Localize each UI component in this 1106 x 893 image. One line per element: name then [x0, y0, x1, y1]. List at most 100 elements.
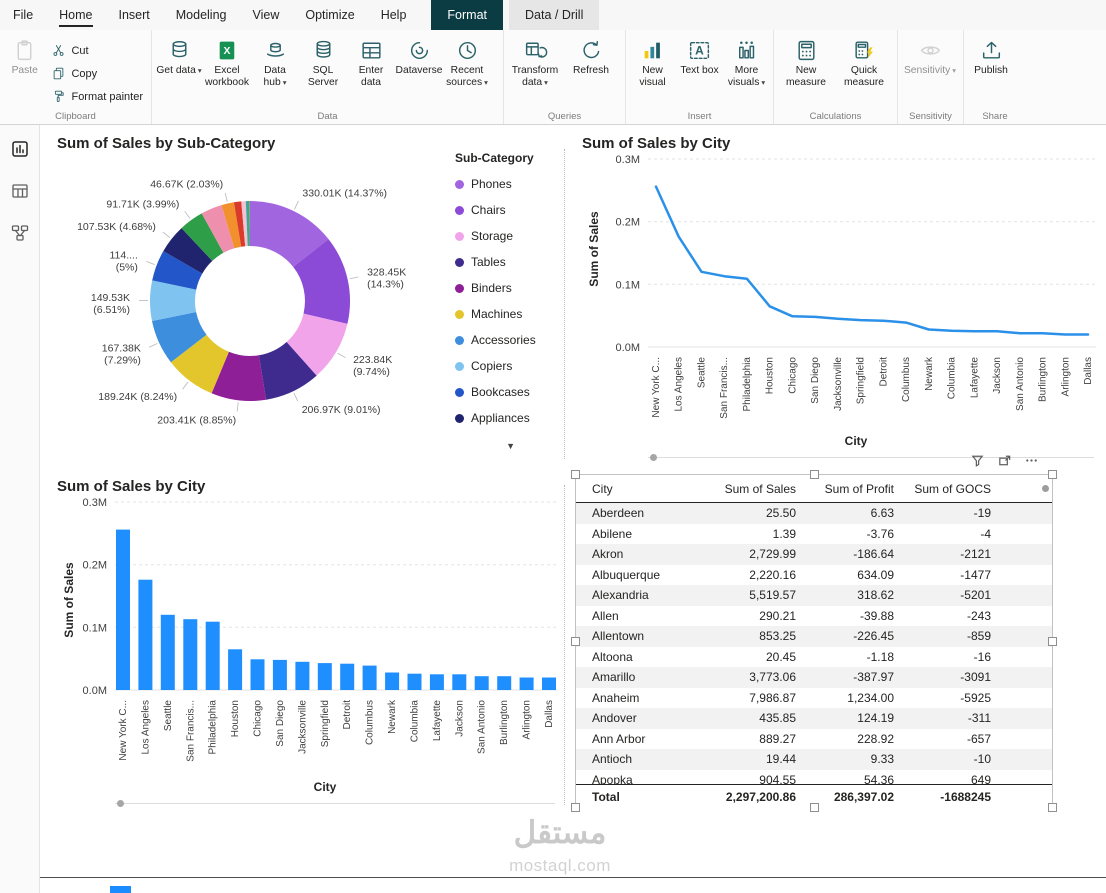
- donut-slice[interactable]: [152, 312, 207, 363]
- bar[interactable]: [429, 674, 444, 690]
- bar[interactable]: [340, 663, 355, 690]
- bar[interactable]: [138, 579, 153, 690]
- menu-modeling[interactable]: Modeling: [175, 8, 227, 22]
- bar[interactable]: [317, 663, 332, 690]
- filter-icon[interactable]: [970, 453, 985, 468]
- legend-scroll-down-icon[interactable]: ▼: [506, 441, 515, 451]
- menu-view[interactable]: View: [252, 8, 280, 22]
- donut-slice[interactable]: [293, 239, 351, 324]
- donut-slice[interactable]: [233, 201, 246, 247]
- menu-home[interactable]: Home: [46, 0, 105, 30]
- excel-workbook-button[interactable]: X Excel workbook: [204, 35, 250, 89]
- bar[interactable]: [250, 659, 265, 690]
- bar-chart-visual[interactable]: Sum of Sales by City Sum of Sales 0.0M 0.…: [45, 470, 565, 810]
- table-vertical-scrollbar[interactable]: [1042, 485, 1049, 492]
- column-header-gocs[interactable]: Sum of GOCS: [914, 481, 991, 496]
- donut-slice[interactable]: [241, 201, 248, 247]
- bar[interactable]: [519, 677, 534, 691]
- publish-button[interactable]: Publish: [968, 35, 1014, 77]
- legend-item[interactable]: Appliances: [455, 405, 559, 431]
- scrollbar-thumb[interactable]: [117, 800, 124, 807]
- resize-handle[interactable]: [1048, 803, 1057, 812]
- menu-insert[interactable]: Insert: [118, 8, 150, 22]
- legend-item[interactable]: Copiers: [455, 353, 559, 379]
- table-row[interactable]: Anaheim 7,986.87 1,234.00 -5925: [576, 688, 1052, 709]
- table-row[interactable]: Albuquerque 2,220.16 634.09 -1477: [576, 565, 1052, 586]
- recent-sources-button[interactable]: Recent sources ▾: [444, 35, 490, 89]
- column-header-profit[interactable]: Sum of Profit: [824, 481, 894, 496]
- resize-handle[interactable]: [571, 803, 580, 812]
- bar[interactable]: [205, 621, 220, 690]
- data-hub-button[interactable]: Data hub ▾: [252, 35, 298, 89]
- transform-data-button[interactable]: Transform data ▾: [508, 35, 562, 89]
- new-measure-button[interactable]: New measure: [778, 35, 834, 89]
- donut-slice[interactable]: [181, 213, 224, 261]
- donut-slice[interactable]: [249, 200, 250, 246]
- table-row[interactable]: Ann Arbor 889.27 228.92 -657: [576, 729, 1052, 750]
- legend-item[interactable]: Phones: [455, 171, 559, 197]
- table-row[interactable]: Abilene 1.39 -3.76 -4: [576, 524, 1052, 545]
- table-visual[interactable]: City Sum of Sales Sum of Profit Sum of G…: [571, 470, 1057, 812]
- resize-handle[interactable]: [571, 470, 580, 479]
- donut-slice[interactable]: [286, 313, 348, 376]
- donut-slice[interactable]: [170, 334, 229, 394]
- format-painter-button[interactable]: Format painter: [47, 85, 147, 108]
- dataverse-button[interactable]: Dataverse: [396, 35, 442, 77]
- more-options-icon[interactable]: [1024, 453, 1039, 468]
- more-visuals-button[interactable]: More visuals ▾: [724, 35, 769, 89]
- refresh-button[interactable]: Refresh: [564, 35, 618, 77]
- bar[interactable]: [474, 676, 489, 690]
- table-row[interactable]: Antioch 19.44 9.33 -10: [576, 749, 1052, 770]
- table-row[interactable]: Alexandria 5,519.57 318.62 -5201: [576, 585, 1052, 606]
- tab-data-drill[interactable]: Data / Drill: [509, 0, 600, 30]
- column-header-city[interactable]: City: [592, 481, 613, 496]
- resize-handle[interactable]: [1048, 470, 1057, 479]
- table-header-row[interactable]: City Sum of Sales Sum of Profit Sum of G…: [576, 475, 1052, 503]
- text-box-button[interactable]: A Text box: [677, 35, 722, 77]
- page-indicator[interactable]: [110, 886, 131, 893]
- line-chart-visual[interactable]: Sum of Sales by City Sum of Sales 0.0M 0.…: [570, 127, 1102, 472]
- resize-handle[interactable]: [1048, 637, 1057, 646]
- quick-measure-button[interactable]: Quick measure: [836, 35, 892, 89]
- cut-button[interactable]: Cut: [47, 39, 147, 62]
- menu-optimize[interactable]: Optimize: [305, 8, 355, 22]
- bar[interactable]: [385, 672, 400, 691]
- legend-item[interactable]: Chairs: [455, 197, 559, 223]
- resize-handle[interactable]: [571, 637, 580, 646]
- sql-server-button[interactable]: SQL Server: [300, 35, 346, 89]
- donut-chart-visual[interactable]: Sum of Sales by Sub-Category 330.01K (14…: [45, 127, 565, 467]
- resize-handle[interactable]: [810, 470, 819, 479]
- bar[interactable]: [497, 676, 512, 690]
- legend-item[interactable]: Bookcases: [455, 379, 559, 405]
- donut-slice[interactable]: [201, 205, 235, 253]
- legend-item[interactable]: Tables: [455, 249, 559, 275]
- scrollbar-thumb[interactable]: [650, 454, 657, 461]
- bar[interactable]: [452, 674, 467, 690]
- donut-slice[interactable]: [211, 351, 267, 401]
- table-row[interactable]: Andover 435.85 124.19 -311: [576, 708, 1052, 729]
- table-row[interactable]: Apopka 904.55 54.36 649: [576, 770, 1052, 784]
- bar-x-scrollbar[interactable]: [115, 800, 555, 808]
- bar[interactable]: [295, 661, 310, 690]
- table-row[interactable]: Allentown 853.25 -226.45 -859: [576, 626, 1052, 647]
- model-view-icon[interactable]: [10, 223, 30, 243]
- table-row[interactable]: Altoona 20.45 -1.18 -16: [576, 647, 1052, 668]
- tab-format[interactable]: Format: [431, 0, 504, 30]
- enter-data-button[interactable]: Enter data: [348, 35, 394, 89]
- donut-slice[interactable]: [152, 251, 203, 290]
- copy-button[interactable]: Copy: [47, 62, 147, 85]
- donut-slice[interactable]: [258, 342, 317, 400]
- bar[interactable]: [160, 614, 175, 690]
- table-row[interactable]: Allen 290.21 -39.88 -243: [576, 606, 1052, 627]
- bar[interactable]: [407, 673, 422, 690]
- report-view-icon[interactable]: [10, 139, 30, 159]
- menu-help[interactable]: Help: [380, 8, 407, 22]
- table-row[interactable]: Aberdeen 25.50 6.63 -19: [576, 503, 1052, 524]
- bar[interactable]: [362, 665, 377, 690]
- menu-file[interactable]: File: [13, 8, 34, 22]
- sensitivity-button[interactable]: Sensitivity ▾: [902, 35, 958, 77]
- bar[interactable]: [272, 659, 287, 690]
- donut-slice[interactable]: [150, 280, 197, 321]
- bar[interactable]: [183, 619, 198, 690]
- paste-button[interactable]: Paste: [4, 35, 45, 77]
